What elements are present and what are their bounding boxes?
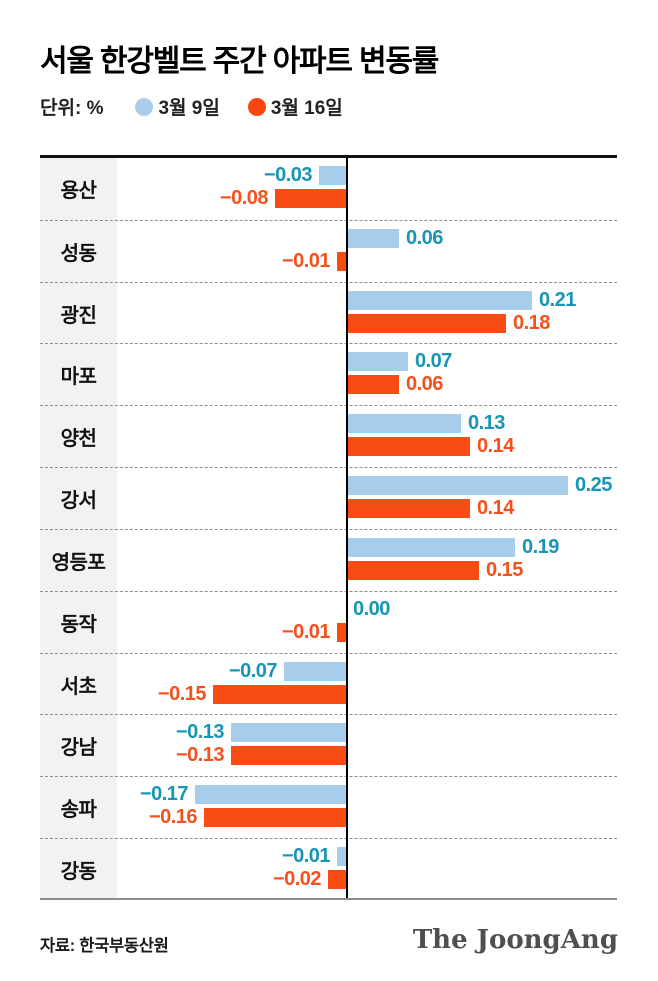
chart-row: 동작 0.00 −0.01	[40, 590, 617, 653]
category-label: 마포	[60, 366, 97, 389]
value-label-mar16: −0.01	[281, 249, 331, 272]
bar-mar16	[328, 870, 346, 890]
bar-mar9	[319, 166, 346, 185]
chart-row: 서초 −0.07 −0.15	[40, 652, 617, 715]
legend: 단위: % 3월 9일 3월 16일	[40, 93, 371, 120]
zero-axis-line	[346, 158, 348, 900]
category-label: 성동	[60, 242, 97, 265]
value-label-mar16: −0.13	[175, 744, 225, 767]
value-label-mar9: 0.06	[406, 226, 443, 249]
category-label: 강동	[60, 861, 97, 884]
chart-row: 영등포 0.19 0.15	[40, 528, 617, 591]
bar-mar9	[346, 228, 399, 248]
category-label: 영등포	[51, 551, 106, 574]
chart-row: 양천 0.13 0.14	[40, 405, 617, 467]
value-label-mar9: −0.01	[281, 845, 331, 868]
chart-row: 용산 −0.03 −0.08	[40, 158, 617, 220]
bar-mar16	[346, 499, 470, 519]
bar-mar9	[231, 723, 346, 743]
value-label-mar16: 0.18	[513, 311, 550, 334]
bar-mar9	[346, 290, 532, 310]
bar-mar9	[346, 537, 515, 557]
legend-item-mar16: 3월 16일	[247, 93, 343, 120]
bar-mar9	[195, 785, 346, 805]
legend-label-mar16: 3월 16일	[270, 98, 343, 119]
value-label-mar9: −0.17	[139, 783, 189, 806]
bar-mar16	[213, 684, 346, 704]
chart-row: 송파 −0.17 −0.16	[40, 776, 617, 838]
value-label-mar16: 0.14	[477, 497, 514, 520]
bar-mar16	[346, 437, 470, 457]
bar-mar9	[284, 661, 346, 681]
legend-label-mar9: 3월 9일	[158, 98, 220, 119]
bar-mar9	[346, 352, 408, 372]
value-label-mar9: −0.07	[228, 659, 278, 682]
bar-mar16	[346, 313, 506, 333]
chart-bottom-border	[40, 898, 617, 900]
value-label-mar16: −0.15	[157, 682, 207, 705]
chart-row: 강서 0.25 0.14	[40, 467, 617, 529]
source-label: 자료: 한국부동산원	[40, 937, 169, 955]
value-label-mar16: 0.15	[486, 558, 523, 581]
joongang-logo: The JoongAng	[412, 925, 618, 955]
value-label-mar9: −0.03	[263, 164, 313, 186]
chart-row: 강남 −0.13 −0.13	[40, 714, 617, 776]
value-label-mar16: 0.14	[477, 435, 514, 458]
bar-mar16	[231, 746, 346, 766]
bar-mar16	[346, 375, 399, 395]
value-label-mar16: −0.08	[219, 187, 269, 209]
category-label: 강서	[60, 490, 97, 513]
unit-label: 단위: %	[40, 98, 104, 119]
legend-dot-mar16-icon	[247, 97, 266, 116]
category-label: 동작	[60, 613, 97, 636]
value-label-mar9: 0.21	[539, 288, 576, 311]
value-label-mar16: −0.02	[272, 868, 322, 891]
category-label: 용산	[60, 180, 97, 203]
chart-row: 광진 0.21 0.18	[40, 281, 617, 344]
chart-rows: 용산 −0.03 −0.08 성동 0.06 −0.01 광진 0.21 0.18 마포 0.07 0…	[40, 158, 617, 900]
bar-mar16	[337, 622, 346, 642]
value-label-mar9: −0.13	[175, 721, 225, 744]
category-label: 송파	[60, 799, 97, 822]
bar-mar9	[346, 476, 568, 496]
category-label: 광진	[60, 304, 97, 327]
bar-mar9	[337, 847, 346, 867]
legend-dot-mar9-icon	[135, 97, 154, 116]
value-label-mar9: 0.00	[353, 597, 390, 620]
value-label-mar9: 0.19	[522, 535, 559, 558]
category-label: 양천	[60, 428, 97, 451]
bar-mar16	[346, 560, 479, 580]
chart-row: 마포 0.07 0.06	[40, 343, 617, 405]
value-label-mar9: 0.13	[468, 412, 505, 435]
value-label-mar16: 0.06	[406, 373, 443, 396]
bar-mar16	[337, 251, 346, 271]
category-label: 서초	[60, 675, 97, 698]
category-column-background	[40, 158, 117, 898]
bar-mar9	[346, 414, 461, 434]
chart-row: 성동 0.06 −0.01	[40, 219, 617, 282]
value-label-mar16: −0.16	[148, 806, 198, 829]
value-label-mar9: 0.25	[575, 474, 612, 497]
bar-mar16	[204, 808, 346, 828]
chart-title: 서울 한강벨트 주간 아파트 변동률	[40, 45, 439, 78]
chart-row: 강동 −0.01 −0.02	[40, 838, 617, 900]
legend-item-mar9: 3월 9일	[135, 93, 220, 120]
value-label-mar16: −0.01	[281, 620, 331, 643]
bar-mar16	[275, 189, 346, 208]
category-label: 강남	[60, 737, 97, 760]
chart-area: 용산 −0.03 −0.08 성동 0.06 −0.01 광진 0.21 0.18 마포 0.07 0…	[40, 155, 617, 900]
value-label-mar9: 0.07	[415, 350, 452, 373]
